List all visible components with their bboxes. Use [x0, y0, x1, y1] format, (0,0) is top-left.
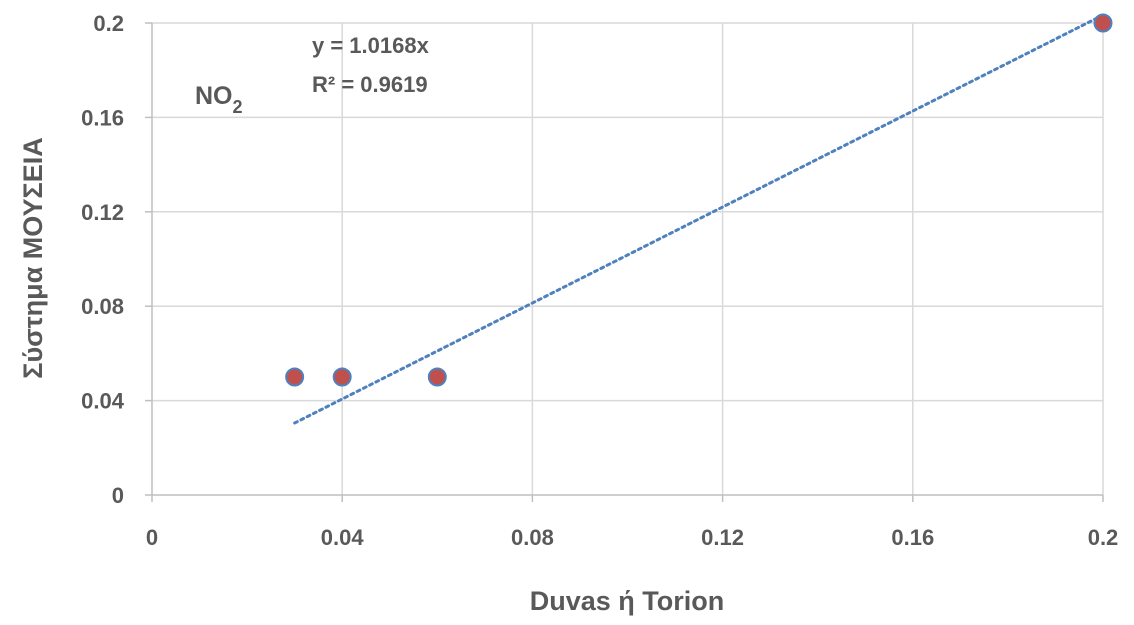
data-point — [285, 367, 305, 387]
x-tick-label: 0.2 — [1088, 525, 1119, 550]
x-tick-label: 0.04 — [321, 525, 365, 550]
tick-labels: 0 0.04 0.08 0.12 0.16 0.2 0 0.04 0.08 0.12 0.16 0.2 — [81, 11, 1118, 550]
data-point — [332, 367, 352, 387]
x-axis-title: Duvas ή Torion — [530, 586, 725, 616]
series-annotation: NO2 — [195, 82, 243, 117]
trendline-layer — [293, 13, 1105, 425]
y-tick-label: 0.2 — [93, 11, 124, 36]
y-tick-label: 0.04 — [81, 389, 125, 414]
y-tick-label: 0.12 — [81, 200, 124, 225]
x-tick-label: 0 — [146, 525, 158, 550]
annotation-subscript: 2 — [233, 97, 243, 117]
axes — [145, 22, 1104, 502]
trendline-equation: y = 1.0168x — [312, 33, 430, 58]
grid — [152, 22, 1104, 495]
data-points — [285, 13, 1113, 387]
trendline-r-squared: R² = 0.9619 — [312, 72, 428, 97]
annotation-base: NO — [195, 82, 233, 110]
data-point — [427, 367, 447, 387]
y-tick-label: 0.16 — [81, 105, 124, 130]
y-axis-title: Σύστημα ΜΟΥΣΕΙΑ — [18, 137, 48, 379]
x-tick-label: 0.16 — [891, 525, 934, 550]
x-tick-label: 0.08 — [511, 525, 554, 550]
y-tick-label: 0 — [112, 483, 124, 508]
y-tick-label: 0.08 — [81, 294, 124, 319]
data-point — [1093, 13, 1113, 33]
trendline — [293, 13, 1105, 425]
x-tick-label: 0.12 — [701, 525, 744, 550]
